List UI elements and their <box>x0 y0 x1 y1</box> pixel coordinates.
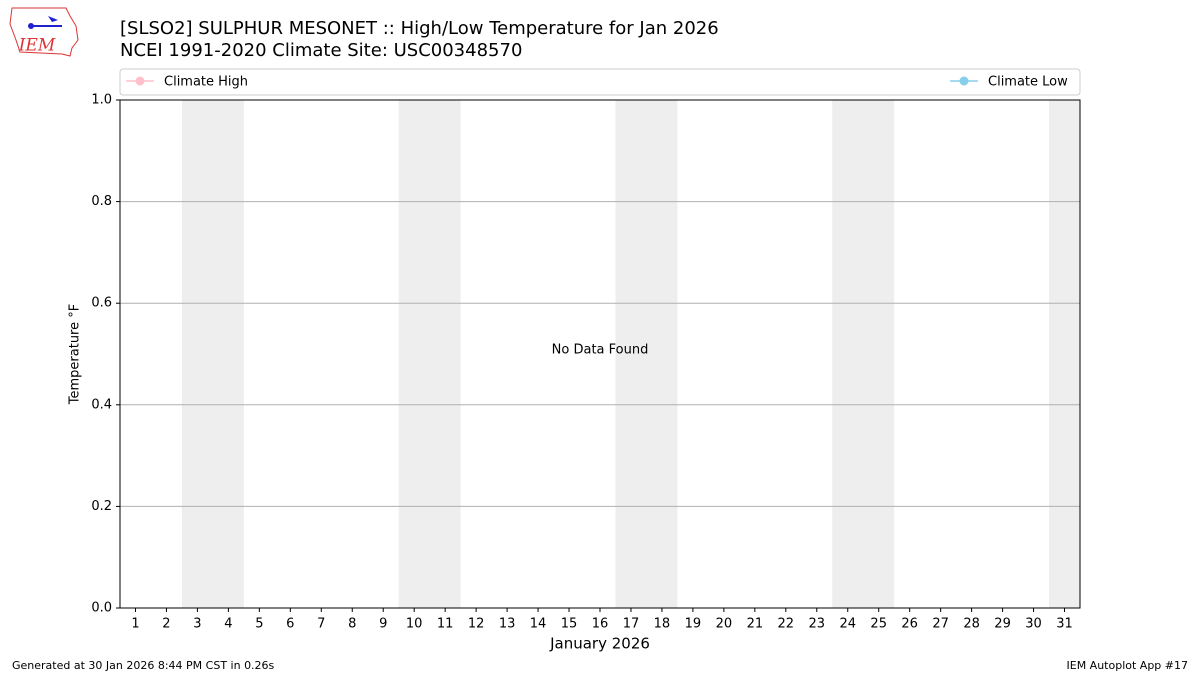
x-tick-label: 16 <box>592 617 609 632</box>
x-tick-label: 31 <box>1056 617 1073 632</box>
x-tick-label: 3 <box>193 617 201 632</box>
x-tick-label: 18 <box>654 617 671 632</box>
x-tick-label: 25 <box>870 617 887 632</box>
x-tick-label: 2 <box>162 617 170 632</box>
x-tick-label: 8 <box>348 617 356 632</box>
x-tick-label: 15 <box>561 617 578 632</box>
x-tick-label: 12 <box>468 617 485 632</box>
y-tick-label: 0.2 <box>91 499 112 514</box>
x-tick-label: 7 <box>317 617 325 632</box>
legend-label: Climate Low <box>988 75 1068 90</box>
x-tick-label: 9 <box>379 617 387 632</box>
weekend-band <box>832 100 895 608</box>
x-tick-label: 13 <box>499 617 516 632</box>
legend-marker <box>959 76 969 86</box>
y-axis-label: Temperature °F <box>68 304 83 405</box>
footer-left: Generated at 30 Jan 2026 8:44 PM CST in … <box>12 659 275 672</box>
x-tick-label: 20 <box>716 617 733 632</box>
x-tick-label: 29 <box>994 617 1011 632</box>
x-tick-label: 14 <box>530 617 547 632</box>
x-tick-label: 30 <box>1025 617 1042 632</box>
x-tick-label: 11 <box>437 617 454 632</box>
x-tick-label: 5 <box>255 617 263 632</box>
weekend-band <box>398 100 461 608</box>
x-tick-label: 24 <box>839 617 856 632</box>
x-tick-label: 4 <box>224 617 232 632</box>
weekend-band <box>1049 100 1080 608</box>
annotation: No Data Found <box>552 343 649 358</box>
chart-subtitle: NCEI 1991-2020 Climate Site: USC00348570 <box>120 40 522 61</box>
legend-marker <box>135 76 145 86</box>
x-tick-label: 22 <box>778 617 795 632</box>
x-axis-label: January 2026 <box>549 635 650 653</box>
x-tick-label: 26 <box>901 617 918 632</box>
legend-label: Climate High <box>164 75 248 90</box>
x-tick-label: 1 <box>131 617 139 632</box>
x-tick-label: 28 <box>963 617 980 632</box>
x-tick-label: 17 <box>623 617 640 632</box>
weekend-shading <box>181 100 1080 608</box>
weekend-band <box>615 100 678 608</box>
chart-title: [SLSO2] SULPHUR MESONET :: High/Low Temp… <box>120 18 719 39</box>
x-tick-label: 10 <box>406 617 423 632</box>
plot <box>120 201 1080 507</box>
logo-text: IEM <box>18 36 56 56</box>
y-tick-label: 0.0 <box>91 601 112 616</box>
weekend-band <box>181 100 244 608</box>
legend <box>119 68 1081 96</box>
x-tick-label: 27 <box>932 617 949 632</box>
y-tick-label: 0.6 <box>91 296 112 311</box>
x-tick-label: 21 <box>747 617 764 632</box>
y-tick-label: 0.4 <box>91 397 112 412</box>
y-tick-label: 1.0 <box>91 93 112 108</box>
x-tick-label: 23 <box>809 617 826 632</box>
x-tick-label: 19 <box>685 617 702 632</box>
footer-right: IEM Autoplot App #17 <box>1067 659 1189 672</box>
x-tick-label: 6 <box>286 617 294 632</box>
logo: IEM <box>9 7 79 57</box>
y-tick-label: 0.8 <box>91 194 112 209</box>
